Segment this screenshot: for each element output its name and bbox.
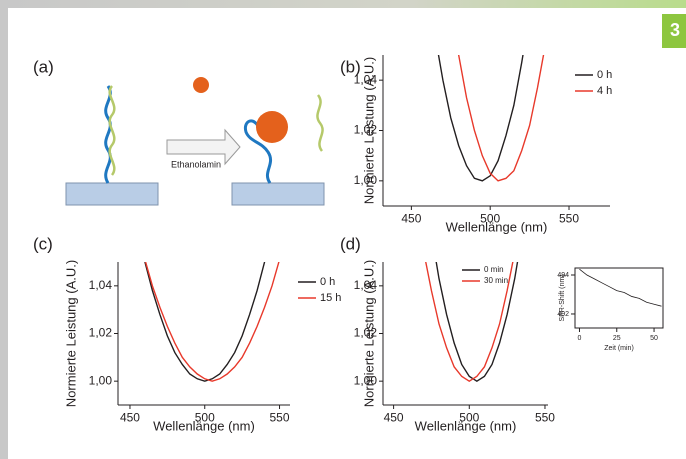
top-band [0, 0, 686, 8]
series-line [457, 55, 545, 182]
x-tick-label: 500 [480, 211, 500, 225]
arrow [166, 128, 241, 166]
series-line [579, 268, 662, 307]
legend-label: 0 min [484, 265, 504, 274]
badge-box [662, 14, 686, 48]
y-tick-label: 1,02 [354, 326, 378, 340]
y-tick-label: 494 [557, 272, 569, 279]
diagram: (a) Ethanolamin [33, 57, 325, 206]
panel-label: (a) [33, 57, 54, 76]
strand [108, 85, 116, 176]
series-line [435, 262, 519, 382]
strand [104, 85, 112, 184]
legend-label: 30 min [484, 276, 508, 285]
x-axis-label: Wellenlänge (nm) [415, 418, 517, 433]
x-tick-label: 500 [459, 410, 479, 424]
panel-label: (d) [340, 234, 361, 253]
series-line [425, 262, 514, 382]
series-line [144, 262, 266, 382]
y-tick-label: 1,04 [354, 278, 378, 292]
legend-label: 0 h [597, 69, 612, 81]
chart: 1,00 1,02 1,04 450 500 550 Wellenlänge (nm) Nor… [340, 55, 612, 234]
x-tick-label: 450 [401, 211, 421, 225]
strand [316, 94, 324, 152]
left-band [0, 0, 8, 459]
x-tick-label: 550 [535, 410, 555, 424]
y-axis-label: Normierte Leistung (A.U.) [361, 260, 376, 407]
legend-label: 4 h [597, 85, 612, 97]
y-tick-label: 1,02 [89, 326, 113, 340]
badge: 3 [670, 20, 680, 40]
series-line [144, 262, 280, 382]
x-tick-label: 500 [195, 410, 215, 424]
arrow-label: Ethanolamin [171, 159, 221, 169]
x-tick-label: 550 [270, 410, 290, 424]
chart: 1,00 1,02 1,04 450 500 550 Wellenlänge (nm) Nor… [33, 234, 341, 433]
x-tick-label: 450 [384, 410, 404, 424]
legend-label: 15 h [320, 292, 341, 304]
substrate [231, 182, 325, 206]
y-tick-label: 1,00 [354, 173, 378, 187]
legend-label: 0 h [320, 276, 335, 288]
x-tick-label: 550 [559, 211, 579, 225]
y-axis-label: SPR-Shift (nm) [559, 274, 566, 321]
panel-label: (c) [33, 234, 53, 253]
y-axis-label: Normierte Leistung (A.U.) [63, 260, 78, 407]
chart: 492 494 0 25 50 Zeit (min) SPR-Shift (nm) [557, 267, 664, 352]
y-axis-label: Normierte Leistung (A.U.) [361, 57, 376, 204]
x-tick-label: 50 [650, 335, 658, 342]
x-axis-label: Wellenlänge (nm) [446, 219, 548, 234]
x-tick-label: 0 [578, 335, 582, 342]
y-tick-label: 1,00 [354, 373, 378, 387]
y-tick-label: 1,00 [89, 373, 113, 387]
x-tick-label: 25 [613, 335, 621, 342]
strand [243, 119, 273, 184]
frame [574, 267, 664, 329]
molecule [256, 111, 288, 143]
x-tick-label: 450 [120, 410, 140, 424]
y-tick-label: 1,02 [354, 123, 378, 137]
x-axis-label: Wellenlänge (nm) [153, 418, 255, 433]
y-tick-label: 1,04 [354, 72, 378, 86]
chart: 1,00 1,02 1,04 450 500 550 Wellenlänge (nm) Nor… [340, 234, 555, 433]
panel-label: (b) [340, 57, 361, 76]
x-axis-label: Zeit (min) [604, 345, 634, 352]
series-line [437, 55, 524, 182]
y-tick-label: 492 [557, 311, 569, 318]
y-tick-label: 1,04 [89, 278, 113, 292]
molecule [193, 77, 209, 93]
substrate [65, 182, 159, 206]
